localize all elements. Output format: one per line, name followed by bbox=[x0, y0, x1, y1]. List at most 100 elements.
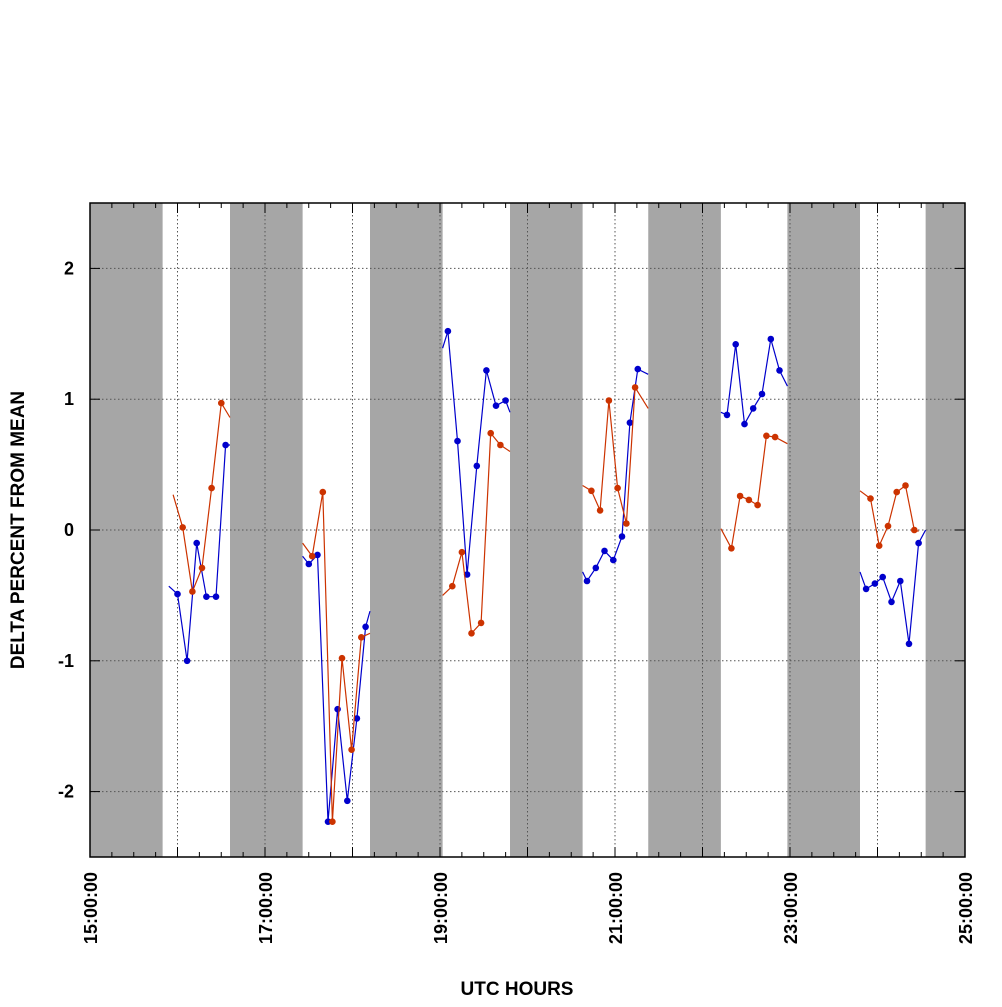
series-blue-point bbox=[767, 335, 775, 343]
series-blue-point bbox=[473, 462, 481, 470]
series-orange-point bbox=[763, 432, 770, 440]
series-blue-point bbox=[583, 577, 591, 585]
series-orange-point bbox=[614, 484, 621, 492]
series-orange-point bbox=[728, 545, 735, 552]
series-blue-point bbox=[454, 437, 461, 445]
x-tick-label: 21:00:00 bbox=[606, 872, 626, 944]
series-blue-point bbox=[492, 402, 500, 410]
x-tick-labels: 15:00:00 17:00:00 19:00:00 21:00:00 23:00:00… bbox=[81, 872, 976, 944]
series-blue-point bbox=[776, 367, 783, 374]
series-blue-point bbox=[905, 640, 913, 648]
series-orange-point bbox=[754, 501, 761, 509]
series-orange-point bbox=[208, 484, 215, 492]
series-orange-point bbox=[588, 487, 595, 495]
series-blue-point bbox=[483, 367, 490, 374]
x-tick-label: 25:00:00 bbox=[956, 872, 976, 944]
series-blue-point bbox=[610, 556, 617, 564]
series-orange-line-1 bbox=[302, 492, 371, 822]
x-axis-label: UTC HOURS bbox=[461, 979, 574, 1000]
series-orange-point bbox=[329, 818, 336, 825]
series-blue-point bbox=[362, 623, 369, 631]
series-blue-point bbox=[634, 365, 642, 373]
series-blue-point bbox=[334, 705, 341, 713]
series-orange-point bbox=[308, 552, 316, 560]
series-orange-point bbox=[338, 654, 346, 662]
series-blue-point bbox=[193, 539, 200, 547]
series-orange-point bbox=[911, 526, 918, 534]
series-orange-point bbox=[884, 522, 892, 530]
series-blue-point bbox=[723, 411, 731, 419]
series-blue-point bbox=[626, 419, 634, 427]
series-blue-point bbox=[222, 441, 229, 449]
y-tick-labels: -2 -1 0 1 2 bbox=[58, 258, 74, 801]
series-orange-point bbox=[487, 429, 495, 437]
series-orange-point bbox=[468, 630, 475, 637]
shaded-band-4 bbox=[648, 203, 721, 857]
y-tick-label: 1 bbox=[64, 389, 74, 409]
series-orange-point bbox=[348, 746, 355, 753]
series-orange-point bbox=[771, 433, 779, 441]
series-orange bbox=[172, 384, 919, 825]
series-blue-point bbox=[601, 547, 608, 555]
series-orange-point bbox=[458, 548, 466, 556]
y-tick-label: 0 bbox=[64, 520, 74, 540]
series-orange-point bbox=[867, 495, 874, 502]
series-blue-point bbox=[463, 571, 471, 578]
series-blue-line-5 bbox=[859, 529, 927, 644]
x-tick-label: 17:00:00 bbox=[256, 872, 276, 944]
series-orange-point bbox=[623, 520, 630, 527]
x-tick-label: 19:00:00 bbox=[431, 872, 451, 944]
series-orange-point bbox=[631, 384, 639, 391]
series-orange-point bbox=[497, 441, 504, 449]
series-orange-point bbox=[449, 582, 456, 590]
y-tick-label: -2 bbox=[58, 782, 74, 802]
series-blue-point bbox=[344, 797, 351, 805]
series-orange-point bbox=[358, 634, 365, 641]
series-blue-point bbox=[592, 564, 600, 572]
y-axis-label: DELTA PERCENT FROM MEAN bbox=[8, 391, 29, 669]
series-blue-point bbox=[444, 327, 452, 335]
series-blue-point bbox=[862, 585, 870, 593]
series-orange-line-3 bbox=[582, 385, 649, 524]
series-orange-line-4 bbox=[720, 435, 788, 551]
series-blue-point bbox=[888, 598, 895, 606]
y-tick-label: -1 bbox=[58, 651, 74, 671]
series-orange-point bbox=[745, 496, 753, 504]
series-blue-point bbox=[212, 593, 220, 600]
series-blue-point bbox=[203, 593, 210, 600]
series-blue-point bbox=[915, 539, 922, 547]
series-blue-point bbox=[174, 590, 181, 598]
series-blue-point bbox=[183, 657, 191, 665]
series-orange-point bbox=[179, 524, 186, 531]
series-orange-point bbox=[198, 564, 206, 572]
series-orange-point bbox=[893, 488, 900, 496]
x-tick-label: 15:00:00 bbox=[81, 872, 101, 944]
shaded-bands bbox=[90, 203, 965, 857]
data-series bbox=[168, 327, 927, 825]
series-orange-point bbox=[875, 542, 883, 549]
series-blue-point bbox=[353, 715, 361, 722]
series-orange-point bbox=[189, 588, 196, 595]
series-blue-point bbox=[732, 341, 739, 348]
series-orange-point bbox=[477, 619, 485, 627]
series-blue-point bbox=[741, 420, 748, 428]
series-orange-point bbox=[736, 492, 744, 500]
series-blue-point bbox=[758, 390, 766, 398]
series-blue-point bbox=[305, 560, 313, 568]
series-blue-point bbox=[871, 580, 879, 587]
axis-ticks bbox=[89, 203, 966, 857]
series-blue-point bbox=[618, 533, 626, 540]
series-orange-point bbox=[605, 397, 613, 404]
series-orange-point bbox=[218, 399, 225, 407]
series-orange-line-5 bbox=[859, 484, 919, 548]
series-blue bbox=[168, 327, 927, 825]
series-blue-line-2 bbox=[442, 331, 511, 575]
series-blue-point bbox=[502, 397, 509, 404]
series-blue-point bbox=[749, 405, 757, 412]
series-blue-point bbox=[879, 573, 886, 581]
series-orange-line-0 bbox=[172, 401, 231, 594]
series-blue-point bbox=[897, 577, 904, 585]
series-blue-line-1 bbox=[302, 553, 371, 822]
series-orange-point bbox=[596, 507, 604, 514]
